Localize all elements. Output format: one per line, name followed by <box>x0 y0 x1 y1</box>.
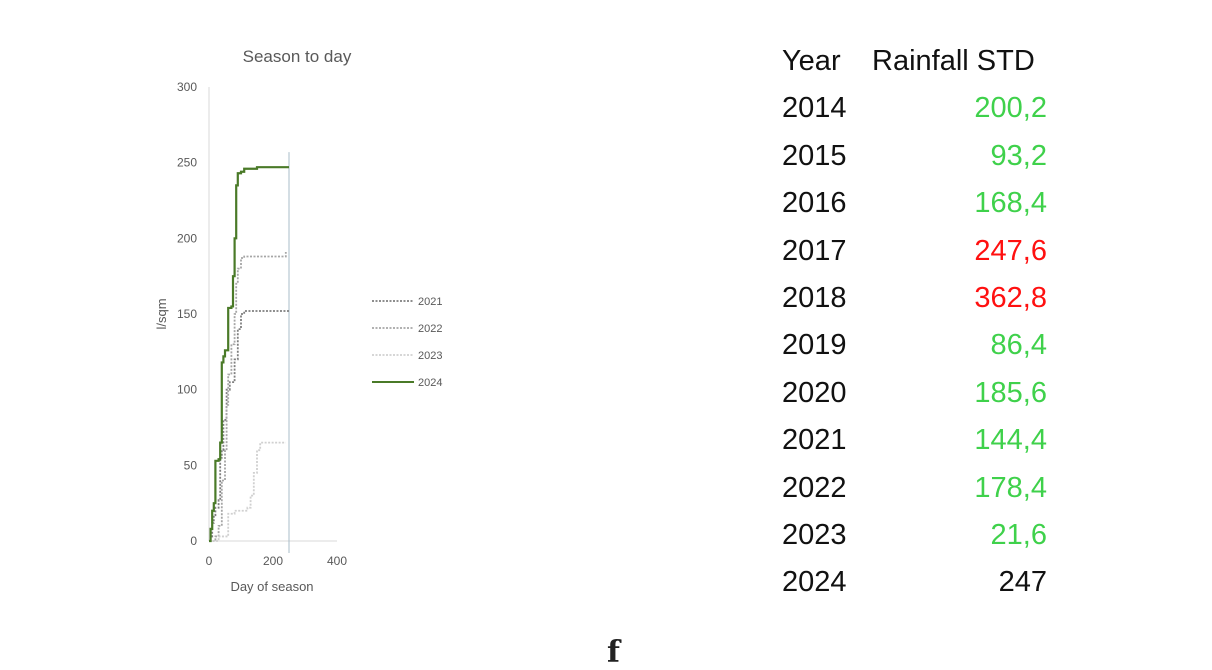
year-cell: 2015 <box>782 139 847 172</box>
x-tick-label: 0 <box>206 554 213 568</box>
y-tick-label: 100 <box>177 383 197 397</box>
table-row: 2024 247 <box>770 559 1047 606</box>
year-cell: 2016 <box>782 187 847 220</box>
year-cell: 2024 <box>782 566 847 599</box>
year-cell: 2017 <box>782 234 847 267</box>
rainfall-std-cell: 247,6 <box>974 234 1047 267</box>
chart-panel: Season to day 0 50 100 150 200 250 300 0 200 400 Da… <box>132 30 462 610</box>
rainfall-std-cell: 168,4 <box>974 187 1047 220</box>
series-line-2022 <box>209 251 287 542</box>
rainfall-std-cell: 178,4 <box>974 471 1047 504</box>
rainfall-std-cell: 86,4 <box>990 329 1047 362</box>
x-axis-label: Day of season <box>230 579 313 594</box>
table-row: 2022 178,4 <box>770 465 1047 512</box>
table-row: 2014 200,2 <box>770 85 1047 132</box>
rainfall-std-cell: 21,6 <box>990 519 1047 552</box>
header-rainfall-std: Rainfall STD <box>872 45 1035 77</box>
x-tick-label: 200 <box>263 554 283 568</box>
rainfall-std-cell: 247 <box>998 566 1047 599</box>
x-tick-label: 400 <box>327 554 347 568</box>
table-row: 2018 362,8 <box>770 275 1047 322</box>
series-line-2024 <box>209 166 289 543</box>
series-line-2023 <box>209 441 286 542</box>
rainfall-std-cell: 362,8 <box>974 282 1047 315</box>
chart-title: Season to day <box>243 47 352 66</box>
year-cell: 2019 <box>782 329 847 362</box>
year-cell: 2021 <box>782 424 847 457</box>
y-tick-label: 50 <box>184 458 198 472</box>
table-row: 2015 93,2 <box>770 133 1047 180</box>
rainfall-std-cell: 200,2 <box>974 92 1047 125</box>
legend-label-2023: 2023 <box>418 350 442 362</box>
y-tick-label: 150 <box>177 307 197 321</box>
legend-label-2024: 2024 <box>418 377 442 389</box>
table-row: 2020 185,6 <box>770 370 1047 417</box>
rainfall-std-cell: 144,4 <box>974 424 1047 457</box>
y-axis-label: l/sqm <box>154 298 169 329</box>
table-row: 2021 144,4 <box>770 417 1047 464</box>
year-cell: 2014 <box>782 92 847 125</box>
table-header-row: Year Rainfall STD <box>770 38 1047 85</box>
footer-glyph: f <box>607 635 620 670</box>
header-year: Year <box>782 45 841 77</box>
season-to-day-chart: Season to day 0 50 100 150 200 250 300 0 200 400 Da… <box>154 47 442 594</box>
table-row: 2017 247,6 <box>770 228 1047 275</box>
year-cell: 2023 <box>782 519 847 552</box>
table-row: 2023 21,6 <box>770 512 1047 559</box>
legend-label-2022: 2022 <box>418 323 442 335</box>
rainfall-table: Year Rainfall STD 2014 200,2 2015 93,2 2016 1… <box>770 38 1047 607</box>
table-row: 2019 86,4 <box>770 322 1047 369</box>
year-cell: 2022 <box>782 471 847 504</box>
y-tick-label: 300 <box>177 80 197 94</box>
year-cell: 2018 <box>782 282 847 315</box>
legend-label-2021: 2021 <box>418 296 442 308</box>
series-line-2021 <box>209 310 289 542</box>
rainfall-std-cell: 93,2 <box>990 139 1047 172</box>
y-tick-label: 200 <box>177 231 197 245</box>
table-row: 2016 168,4 <box>770 180 1047 227</box>
year-cell: 2020 <box>782 376 847 409</box>
y-tick-label: 0 <box>190 534 197 548</box>
rainfall-std-cell: 185,6 <box>974 376 1047 409</box>
y-tick-label: 250 <box>177 156 197 170</box>
